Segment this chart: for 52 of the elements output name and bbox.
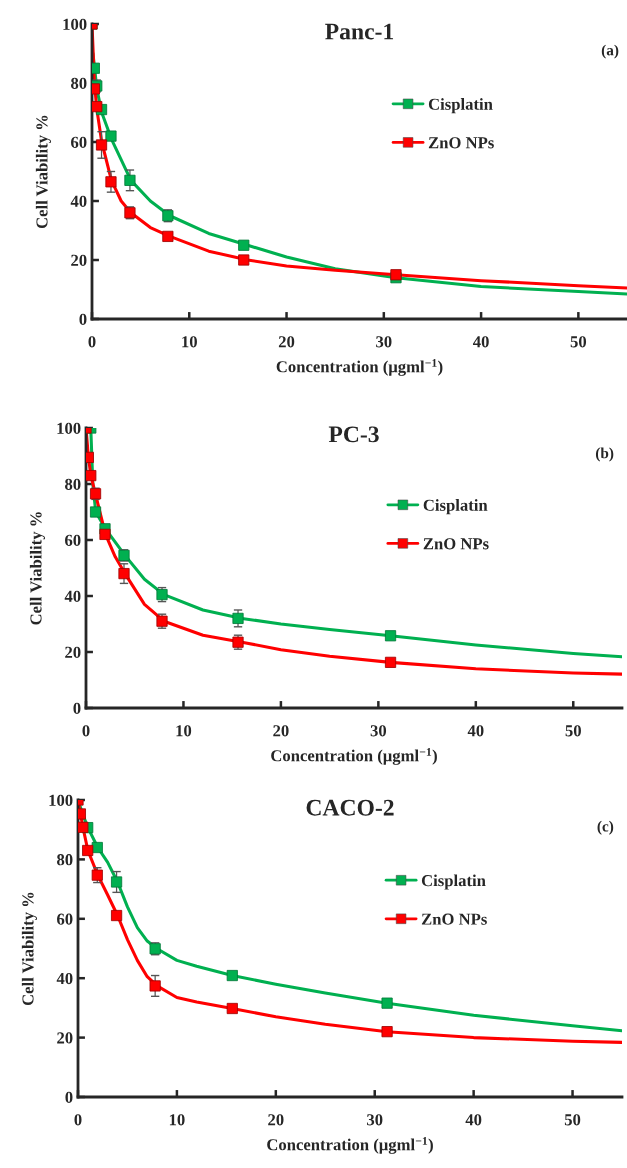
x-tick-label: 30: [376, 336, 392, 348]
y-tick-label: 20: [71, 254, 87, 266]
y-axis-title: Cell Viability %: [29, 512, 46, 625]
chart-title: CACO-2: [306, 799, 394, 816]
y-tick-label: 20: [65, 646, 81, 658]
x-tick-label: 20: [268, 1114, 284, 1126]
y-tick-label: 60: [65, 534, 81, 546]
y-tick-label: 20: [57, 1032, 73, 1044]
chart-title: PC-3: [328, 426, 379, 443]
annotation: (c): [597, 820, 614, 835]
x-tick-label: 0: [88, 336, 96, 348]
y-axis-title: Cell Viability %: [35, 115, 52, 229]
legend-label: ZnO NPs: [421, 913, 487, 925]
y-tick-label: 0: [73, 702, 81, 714]
y-tick-label: 80: [71, 77, 87, 89]
x-tick-label: 40: [472, 336, 489, 348]
x-axis-title: Concentration (μgml$^{−1}$): [276, 359, 443, 376]
x-tick-label: 10: [169, 1114, 185, 1126]
y-tick-label: 80: [57, 854, 73, 866]
annotation: (b): [595, 447, 614, 462]
x-axis-title: Concentration (μgml$^{−1}$): [267, 1137, 433, 1154]
chart-title: Panc-1: [325, 23, 394, 40]
x-axis-title: Concentration (μgml$^{−1}$): [271, 748, 437, 765]
legend-label: ZnO NPs: [428, 137, 494, 149]
x-tick-label: 40: [467, 725, 484, 737]
y-tick-label: 60: [71, 136, 87, 148]
legend-label: ZnO NPs: [423, 538, 489, 550]
y-tick-label: 40: [56, 972, 73, 985]
y-tick-label: 100: [57, 422, 81, 434]
y-tick-label: 100: [63, 18, 87, 30]
y-tick-label: 0: [65, 1091, 73, 1103]
x-tick-label: 10: [182, 336, 197, 348]
y-tick-label: 40: [64, 590, 81, 602]
x-tick-label: 40: [465, 1114, 482, 1126]
y-axis-title: Cell Viability %: [21, 892, 38, 1006]
x-tick-label: 20: [278, 336, 295, 348]
y-tick-label: 40: [70, 195, 87, 207]
legend-label: Cisplatin: [428, 98, 493, 114]
x-tick-label: 30: [370, 725, 387, 737]
x-tick-label: 10: [176, 725, 192, 737]
x-tick-label: 50: [570, 336, 587, 348]
y-tick-label: 80: [65, 478, 81, 490]
annotation: (a): [601, 44, 619, 59]
y-tick-label: 60: [57, 913, 73, 925]
x-tick-label: 30: [367, 1114, 383, 1126]
legend-label: Cisplatin: [423, 499, 488, 515]
x-tick-label: 50: [564, 1114, 581, 1126]
x-tick-label: 50: [565, 725, 581, 737]
legend-label: Cisplatin: [421, 874, 486, 890]
y-tick-label: 0: [79, 313, 87, 325]
y-tick-label: 100: [49, 794, 73, 806]
x-tick-label: 20: [273, 725, 289, 737]
